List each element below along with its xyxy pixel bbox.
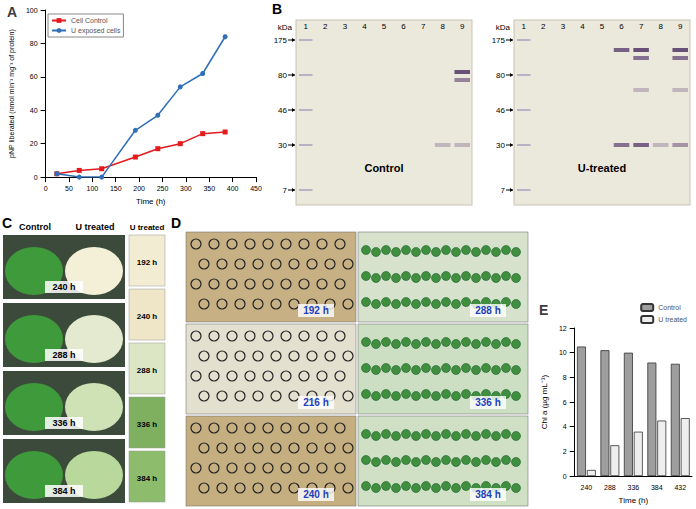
svg-text:6: 6 (619, 22, 624, 31)
svg-text:4: 4 (580, 22, 585, 31)
svg-text:80: 80 (278, 71, 287, 80)
svg-text:336 h: 336 h (475, 397, 501, 408)
svg-text:A: A (7, 4, 17, 20)
svg-text:U treated: U treated (658, 316, 687, 323)
svg-text:384 h: 384 h (137, 474, 158, 483)
svg-text:5: 5 (382, 22, 387, 31)
svg-text:7: 7 (421, 22, 426, 31)
svg-text:Chl a (µg mL⁻¹): Chl a (µg mL⁻¹) (540, 375, 549, 430)
svg-text:336 h: 336 h (137, 420, 158, 429)
svg-text:4: 4 (563, 423, 567, 430)
svg-text:6: 6 (401, 22, 406, 31)
svg-text:Control: Control (658, 304, 681, 311)
svg-text:46: 46 (278, 106, 287, 115)
svg-text:288 h: 288 h (52, 350, 75, 360)
svg-text:1: 1 (522, 22, 527, 31)
svg-text:2: 2 (541, 22, 546, 31)
svg-text:Control: Control (19, 222, 51, 232)
svg-text:350: 350 (203, 185, 215, 192)
svg-text:240 h: 240 h (137, 312, 158, 321)
svg-text:200: 200 (133, 185, 145, 192)
svg-text:2: 2 (323, 22, 328, 31)
svg-text:40: 40 (30, 107, 38, 114)
svg-text:Time (h): Time (h) (619, 496, 649, 505)
svg-text:7: 7 (501, 186, 506, 195)
svg-text:250: 250 (157, 185, 169, 192)
svg-text:C: C (2, 215, 12, 231)
svg-text:30: 30 (278, 141, 287, 150)
svg-text:9: 9 (460, 22, 465, 31)
svg-text:60: 60 (30, 73, 38, 80)
svg-text:D: D (171, 215, 181, 231)
svg-text:5: 5 (600, 22, 605, 31)
svg-text:46: 46 (496, 106, 505, 115)
svg-text:100: 100 (26, 7, 38, 14)
svg-text:175: 175 (492, 36, 506, 45)
svg-text:240 h: 240 h (303, 489, 329, 500)
svg-text:3: 3 (343, 22, 348, 31)
svg-text:7: 7 (639, 22, 644, 31)
svg-text:4: 4 (362, 22, 367, 31)
svg-text:20: 20 (30, 140, 38, 147)
svg-text:Cell Control: Cell Control (71, 17, 108, 24)
svg-text:Control: Control (364, 162, 403, 174)
svg-text:216 h: 216 h (303, 397, 329, 408)
svg-text:kDa: kDa (496, 23, 511, 32)
svg-text:30: 30 (496, 141, 505, 150)
svg-text:80: 80 (496, 71, 505, 80)
svg-text:192 h: 192 h (137, 258, 158, 267)
svg-text:0: 0 (34, 174, 38, 181)
svg-text:100: 100 (86, 185, 98, 192)
svg-text:12: 12 (559, 325, 567, 332)
svg-text:kDa: kDa (278, 23, 293, 32)
svg-text:384 h: 384 h (475, 489, 501, 500)
svg-text:8: 8 (563, 374, 567, 381)
svg-text:B: B (272, 1, 282, 17)
svg-text:50: 50 (65, 185, 73, 192)
svg-text:7: 7 (283, 186, 288, 195)
svg-text:0: 0 (44, 185, 48, 192)
svg-text:1: 1 (304, 22, 309, 31)
svg-text:6: 6 (563, 399, 567, 406)
svg-text:Time (h): Time (h) (136, 197, 166, 206)
svg-text:336: 336 (627, 484, 639, 491)
svg-text:336 h: 336 h (52, 418, 75, 428)
svg-text:288 h: 288 h (137, 366, 158, 375)
svg-text:384: 384 (651, 484, 663, 491)
svg-text:8: 8 (440, 22, 445, 31)
svg-text:U-treated: U-treated (578, 162, 626, 174)
svg-text:U treated: U treated (75, 222, 114, 232)
svg-text:pNP liberated (nmol min⁻¹ mg⁻¹: pNP liberated (nmol min⁻¹ mg⁻¹ of protei… (8, 29, 16, 158)
svg-text:8: 8 (658, 22, 663, 31)
svg-text:175: 175 (274, 36, 288, 45)
svg-text:450: 450 (250, 185, 262, 192)
svg-text:192 h: 192 h (303, 305, 329, 316)
svg-text:432: 432 (674, 484, 686, 491)
svg-text:10: 10 (559, 349, 567, 356)
svg-text:288 h: 288 h (475, 305, 501, 316)
svg-text:150: 150 (110, 185, 122, 192)
svg-text:2: 2 (563, 448, 567, 455)
svg-text:9: 9 (678, 22, 683, 31)
svg-text:240: 240 (581, 484, 593, 491)
svg-text:E: E (539, 302, 548, 318)
svg-text:240 h: 240 h (52, 282, 75, 292)
svg-text:384 h: 384 h (52, 486, 75, 496)
svg-text:U treated: U treated (130, 223, 165, 232)
svg-text:288: 288 (604, 484, 616, 491)
svg-text:80: 80 (30, 40, 38, 47)
svg-text:0: 0 (563, 473, 567, 480)
svg-text:U exposed cells: U exposed cells (71, 27, 121, 35)
svg-text:300: 300 (180, 185, 192, 192)
svg-text:3: 3 (561, 22, 566, 31)
svg-text:400: 400 (227, 185, 239, 192)
